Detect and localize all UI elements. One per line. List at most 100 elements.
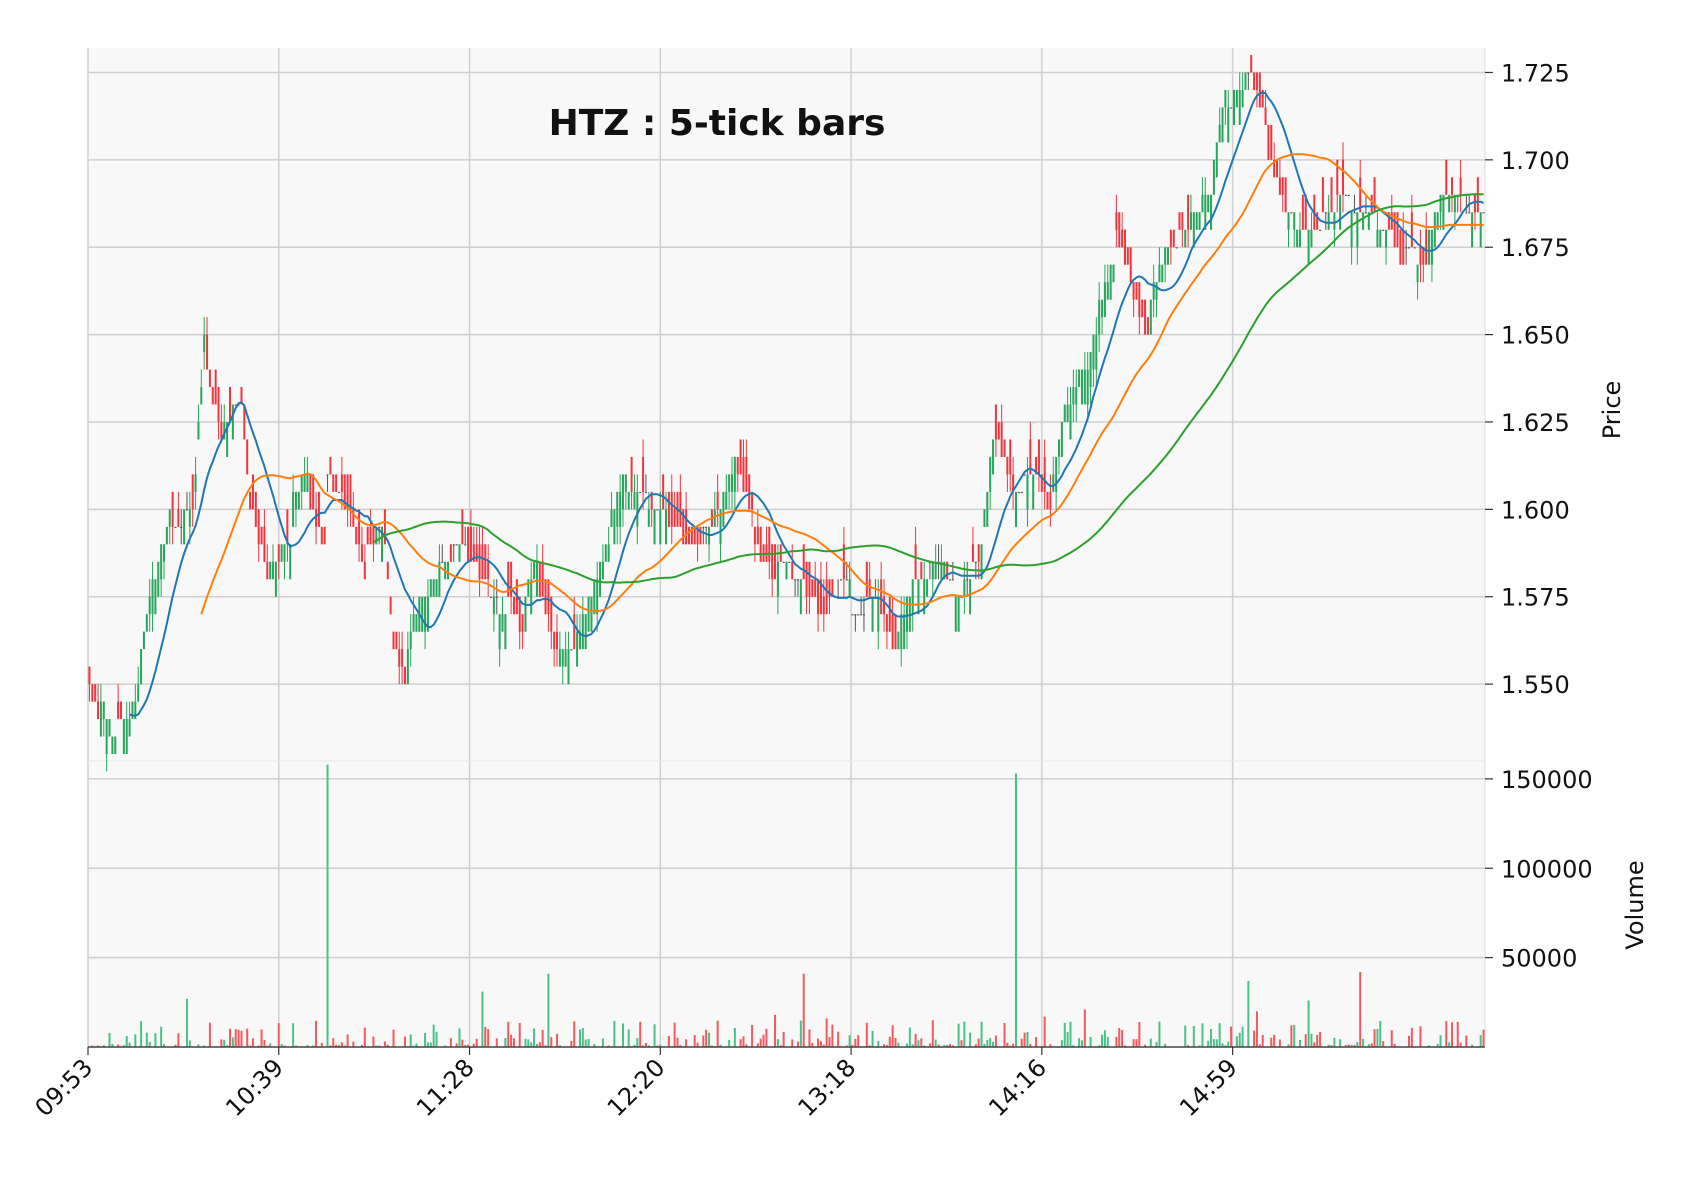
price-bar xyxy=(1072,387,1075,405)
price-bar xyxy=(1167,247,1170,265)
price-bar xyxy=(303,474,306,492)
price-bar xyxy=(949,579,952,581)
volume-bar xyxy=(1353,1044,1356,1047)
price-bar xyxy=(1232,89,1235,125)
price-bar xyxy=(1330,177,1333,213)
volume-bar xyxy=(802,973,805,1047)
price-bar xyxy=(1356,212,1359,248)
volume-bar xyxy=(346,1034,349,1047)
volume-bar xyxy=(1014,773,1017,1047)
price-bar xyxy=(1287,212,1290,230)
price-bar xyxy=(240,387,243,405)
price-bar xyxy=(1187,194,1190,230)
price-bar xyxy=(163,544,166,562)
volume-bar xyxy=(1043,1016,1046,1047)
price-bar xyxy=(845,579,848,581)
volume-bar xyxy=(455,1043,458,1047)
volume-bar xyxy=(234,1029,237,1047)
moving-average-lines xyxy=(129,91,1484,717)
x-tick-label-1: 10:39 xyxy=(220,1053,289,1122)
price-bar xyxy=(266,561,269,580)
volume-bar xyxy=(409,1034,412,1047)
price-bar xyxy=(905,596,908,632)
price-bar xyxy=(1098,299,1101,335)
volume-bar xyxy=(510,1034,513,1047)
price-bar xyxy=(197,421,200,440)
volume-bar xyxy=(426,1042,429,1047)
volume-bar xyxy=(1069,1021,1072,1047)
price-bar xyxy=(1069,404,1072,440)
volume-bar xyxy=(343,1045,346,1047)
volume-bar xyxy=(969,1032,972,1047)
volume-bar xyxy=(885,1045,888,1047)
volume-bar xyxy=(527,1039,530,1047)
price-bar xyxy=(533,561,536,580)
price-bar xyxy=(1032,474,1035,510)
price-bar xyxy=(335,474,338,492)
volume-bar xyxy=(1316,1034,1319,1047)
price-bar xyxy=(1359,177,1362,213)
price-bar xyxy=(1238,89,1241,125)
volume-bar xyxy=(326,764,329,1047)
volume-bar xyxy=(891,1025,894,1047)
volume-bar xyxy=(759,1038,762,1047)
price-bar xyxy=(1373,177,1376,213)
price-bar xyxy=(1244,72,1247,90)
volume-bar xyxy=(1241,1026,1244,1047)
price-bar xyxy=(1425,229,1428,265)
volume-bar xyxy=(1224,1045,1227,1047)
price-bar xyxy=(1422,247,1425,265)
price-bar xyxy=(736,456,739,475)
price-bar xyxy=(742,456,745,492)
price-bar xyxy=(1445,159,1448,195)
volume-bar xyxy=(504,1038,507,1047)
price-bar xyxy=(636,491,639,527)
volume-bar xyxy=(1410,1027,1413,1047)
volume-bar xyxy=(512,1038,515,1047)
price-bar xyxy=(94,684,97,702)
volume-bar xyxy=(277,1023,280,1047)
price-bar xyxy=(997,421,1000,440)
price-bar xyxy=(160,544,163,580)
volume-bar xyxy=(461,1039,464,1047)
volume-bar xyxy=(188,1040,191,1047)
moving-average-line-20 xyxy=(372,193,1484,584)
price-bar xyxy=(507,561,510,597)
price-bar xyxy=(1146,317,1149,335)
price-bar xyxy=(1181,212,1184,230)
volume-bar xyxy=(825,1018,828,1047)
volume-bar xyxy=(570,1040,573,1047)
price-bar xyxy=(584,614,587,650)
price-bar xyxy=(122,719,125,755)
price-bar xyxy=(748,474,751,510)
price-bar xyxy=(378,526,381,529)
volume-bar xyxy=(693,1035,696,1047)
price-bar xyxy=(128,719,131,737)
volume-bar xyxy=(223,1039,226,1047)
volume-bar xyxy=(1192,1025,1195,1047)
volume-bar xyxy=(1121,1029,1124,1047)
volume-bar xyxy=(1482,1029,1485,1047)
volume-bar xyxy=(524,1038,527,1047)
volume-bar xyxy=(306,1045,309,1047)
moving-average-line-8 xyxy=(200,153,1484,615)
volume-bar xyxy=(733,1027,736,1047)
price-bar xyxy=(673,509,676,527)
price-bar xyxy=(286,509,289,545)
price-bar xyxy=(269,561,272,580)
price-bar xyxy=(1035,456,1038,475)
volume-bar xyxy=(122,1045,125,1047)
price-bar xyxy=(188,509,191,527)
volume-bar xyxy=(923,1045,926,1047)
volume-bar xyxy=(1020,1038,1023,1047)
volume-bar xyxy=(292,1023,295,1047)
price-bar xyxy=(1339,194,1342,230)
price-bar xyxy=(1393,212,1396,248)
price-bar xyxy=(774,544,777,580)
price-bar xyxy=(145,614,148,632)
price-bar xyxy=(501,614,504,632)
price-bar xyxy=(888,596,891,632)
price-bar xyxy=(383,509,386,545)
price-bar xyxy=(782,561,785,563)
price-bar xyxy=(604,544,607,562)
